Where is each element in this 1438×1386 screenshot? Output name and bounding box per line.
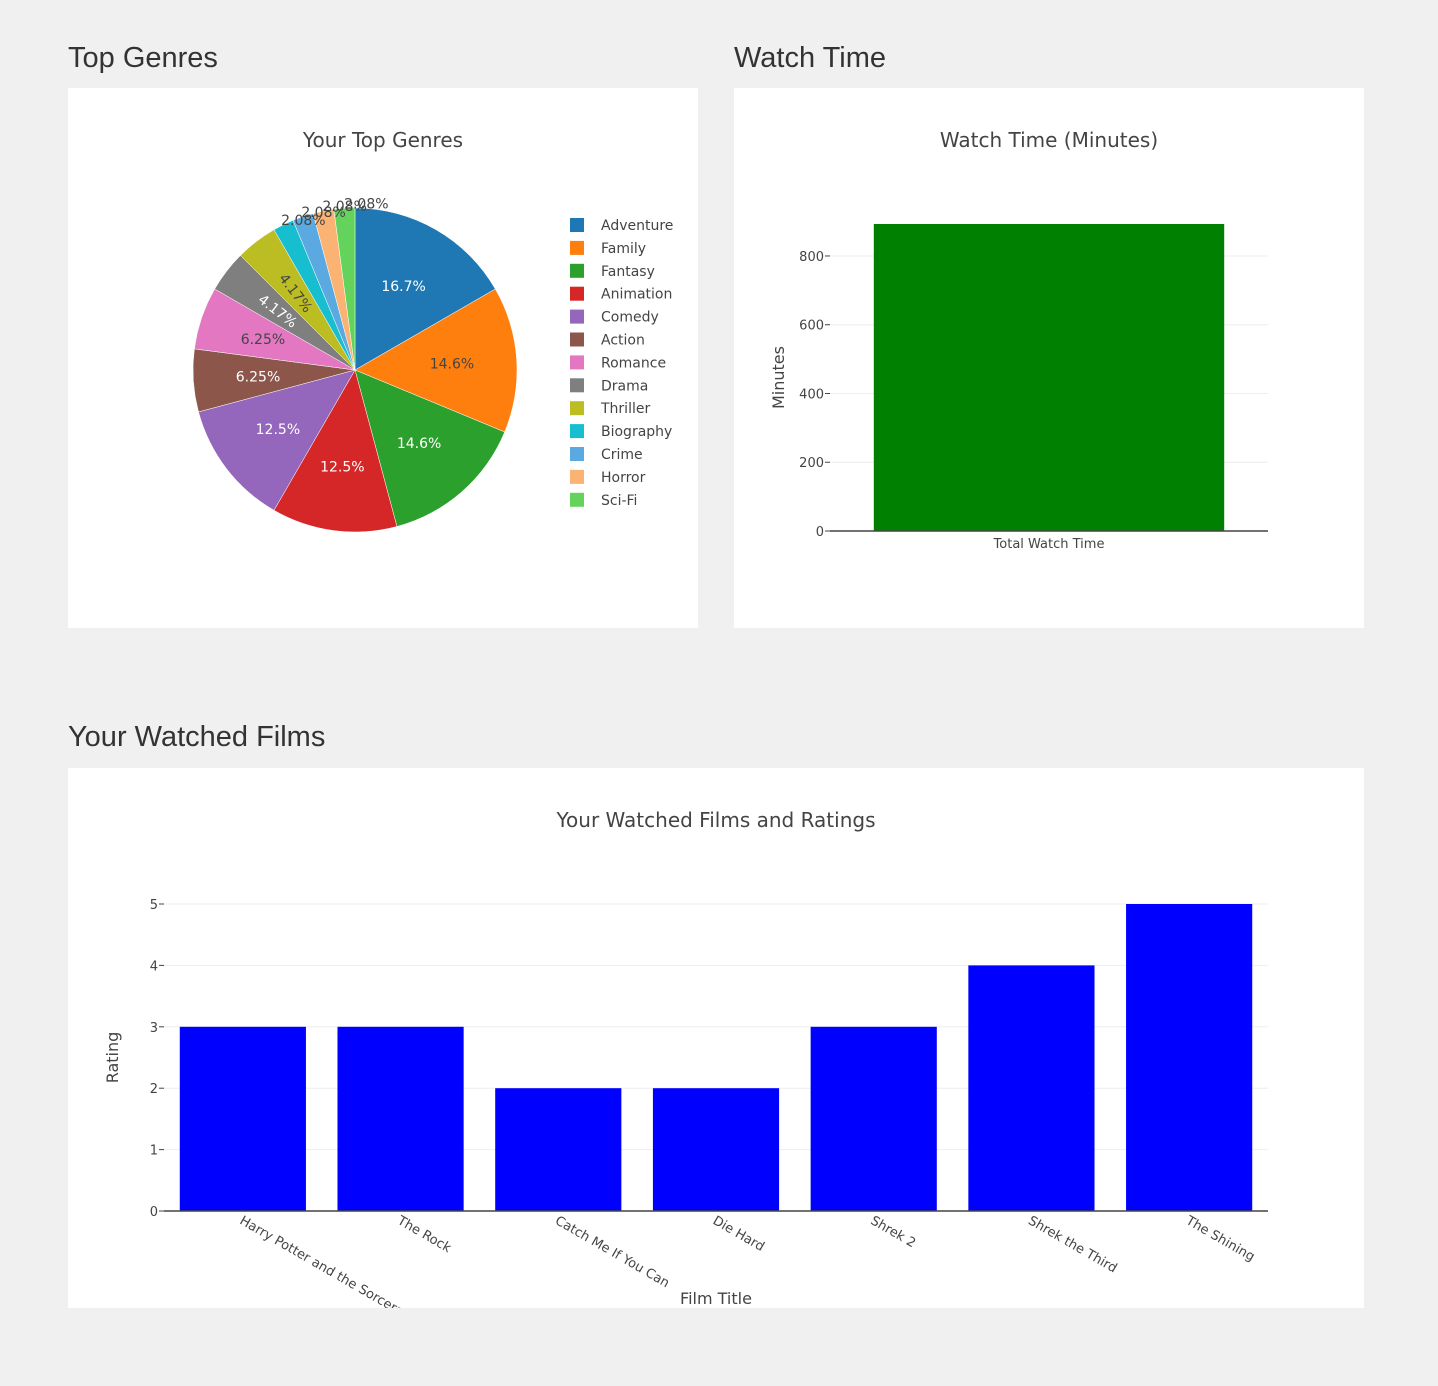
legend-label-adventure[interactable]: Adventure (601, 218, 673, 234)
y-tick-label: 2 (150, 1082, 158, 1097)
legend-label-biography[interactable]: Biography (601, 424, 672, 440)
watch-time-chart-card: Watch Time (Minutes) 0 200 400 600 800 Total … (734, 88, 1364, 628)
legend-swatch-drama[interactable] (570, 378, 584, 393)
bar-the-rock[interactable] (337, 1026, 464, 1211)
bar-die-hard[interactable] (652, 1088, 780, 1211)
legend-label-sci-fi[interactable]: Sci-Fi (601, 493, 637, 509)
y-tick-label: 0 (816, 525, 824, 540)
films-chart-card: Your Watched Films and Ratings 0 1 2 3 4 5 Har… (68, 768, 1364, 1308)
legend-label-animation[interactable]: Animation (601, 287, 672, 303)
legend-swatch-biography[interactable] (570, 424, 584, 439)
pie-label-animation: 12.5% (320, 459, 364, 475)
pie-slice-fantasy[interactable] (354, 369, 505, 527)
legend-label-crime[interactable]: Crime (601, 447, 643, 463)
x-axis-title: Film Title (680, 1289, 752, 1308)
x-tick-label-total-watch-time: Total Watch Time (993, 537, 1105, 552)
y-tick-label: 4 (150, 959, 158, 974)
bar-total-watch-time[interactable] (873, 224, 1225, 531)
legend-swatch-thriller[interactable] (570, 401, 584, 416)
legend-swatch-animation[interactable] (570, 286, 584, 301)
legend-label-drama[interactable]: Drama (601, 378, 648, 394)
pie-slice-family[interactable] (354, 288, 518, 433)
legend-label-fantasy[interactable]: Fantasy (601, 264, 655, 280)
watched-films-heading: Your Watched Films (68, 721, 326, 753)
legend-swatch-fantasy[interactable] (570, 263, 584, 278)
legend-swatch-adventure[interactable] (570, 218, 584, 232)
top-genres-heading: Top Genres (68, 42, 218, 74)
legend-swatch-romance[interactable] (570, 355, 584, 370)
pie-label-family: 14.6% (430, 357, 474, 373)
legend-label-horror[interactable]: Horror (601, 470, 646, 486)
pie-slice-comedy[interactable] (198, 369, 356, 511)
pie-legend: Adventure Family Fantasy Animation Comedy Act… (570, 218, 673, 509)
y-tick-label: 0 (150, 1205, 158, 1220)
y-tick-label: 800 (799, 250, 824, 265)
legend-swatch-sci-fi[interactable] (570, 492, 584, 507)
pie-slice-animation[interactable] (273, 369, 398, 533)
y-tick-label: 5 (150, 898, 158, 913)
pie-label-crime: 2.08% (301, 205, 345, 221)
y-axis-title: Minutes (769, 346, 788, 409)
bar-shrek-the-third[interactable] (968, 965, 1095, 1211)
pie-label-sci-fi: 2.08% (344, 196, 388, 212)
y-axis-title: Rating (103, 1032, 122, 1084)
legend-swatch-horror[interactable] (570, 469, 584, 484)
genres-chart-card: Your Top Genres 16.7% 14.6% 14.6% 12.5% 12.5… (68, 88, 698, 628)
watch-time-heading: Watch Time (734, 42, 887, 74)
legend-swatch-crime[interactable] (570, 447, 584, 461)
y-tick-label: 1 (150, 1144, 158, 1159)
genres-chart-title: Your Top Genres (302, 128, 463, 152)
films-bar-chart: Your Watched Films and Ratings 012345Har… (103, 808, 1268, 1308)
pie-label-comedy: 12.5% (256, 422, 300, 438)
pie-label-romance: 6.25% (241, 332, 285, 348)
pie-label-biography: 2.08% (281, 213, 325, 229)
x-tick-label-shrek-2: Shrek 2 (868, 1213, 918, 1251)
legend-swatch-comedy[interactable] (570, 309, 584, 324)
films-chart-title: Your Watched Films and Ratings (556, 808, 876, 832)
x-tick-label-the-rock: The Rock (394, 1213, 454, 1256)
x-tick-label-die-hard: Die Hard (710, 1213, 767, 1254)
pie-label-adventure: 16.7% (381, 279, 425, 295)
y-tick-label: 400 (799, 387, 824, 402)
legend-swatch-action[interactable] (570, 332, 584, 347)
y-tick-label: 600 (799, 319, 824, 334)
bar-catch-me-if-you-can[interactable] (495, 1088, 622, 1211)
legend-label-action[interactable]: Action (601, 333, 645, 349)
bar-harry-potter-and-the-sorcerer-s-stone[interactable] (179, 1026, 306, 1211)
bar-the-shining[interactable] (1126, 904, 1253, 1211)
watch-time-bar-chart: Watch Time (Minutes) 0 200 400 600 800 Total … (769, 128, 1268, 552)
x-tick-label-catch-me-if-you-can: Catch Me If You Can (552, 1213, 672, 1291)
watch-time-chart-title: Watch Time (Minutes) (940, 128, 1158, 152)
legend-label-romance[interactable]: Romance (601, 355, 666, 371)
pie-slice-adventure[interactable] (354, 207, 496, 371)
legend-label-comedy[interactable]: Comedy (601, 310, 659, 326)
x-tick-label-the-shining: The Shining (1182, 1213, 1257, 1265)
bar-shrek-2[interactable] (810, 1026, 937, 1211)
legend-swatch-family[interactable] (570, 240, 584, 255)
y-tick-label: 3 (150, 1021, 158, 1036)
pie-label-action: 6.25% (236, 369, 280, 385)
pie-label-horror: 2.08% (322, 199, 366, 215)
pie-label-fantasy: 14.6% (397, 436, 441, 452)
pie-slice-sci-fi[interactable] (333, 207, 356, 371)
legend-label-thriller[interactable]: Thriller (600, 401, 650, 417)
y-tick-label: 200 (799, 456, 824, 471)
pie-slices (192, 207, 518, 533)
legend-label-family[interactable]: Family (601, 241, 646, 257)
x-tick-label-shrek-the-third: Shrek the Third (1025, 1213, 1119, 1276)
genres-pie-chart: Your Top Genres 16.7% 14.6% 14.6% 12.5% 12.5… (192, 128, 673, 533)
